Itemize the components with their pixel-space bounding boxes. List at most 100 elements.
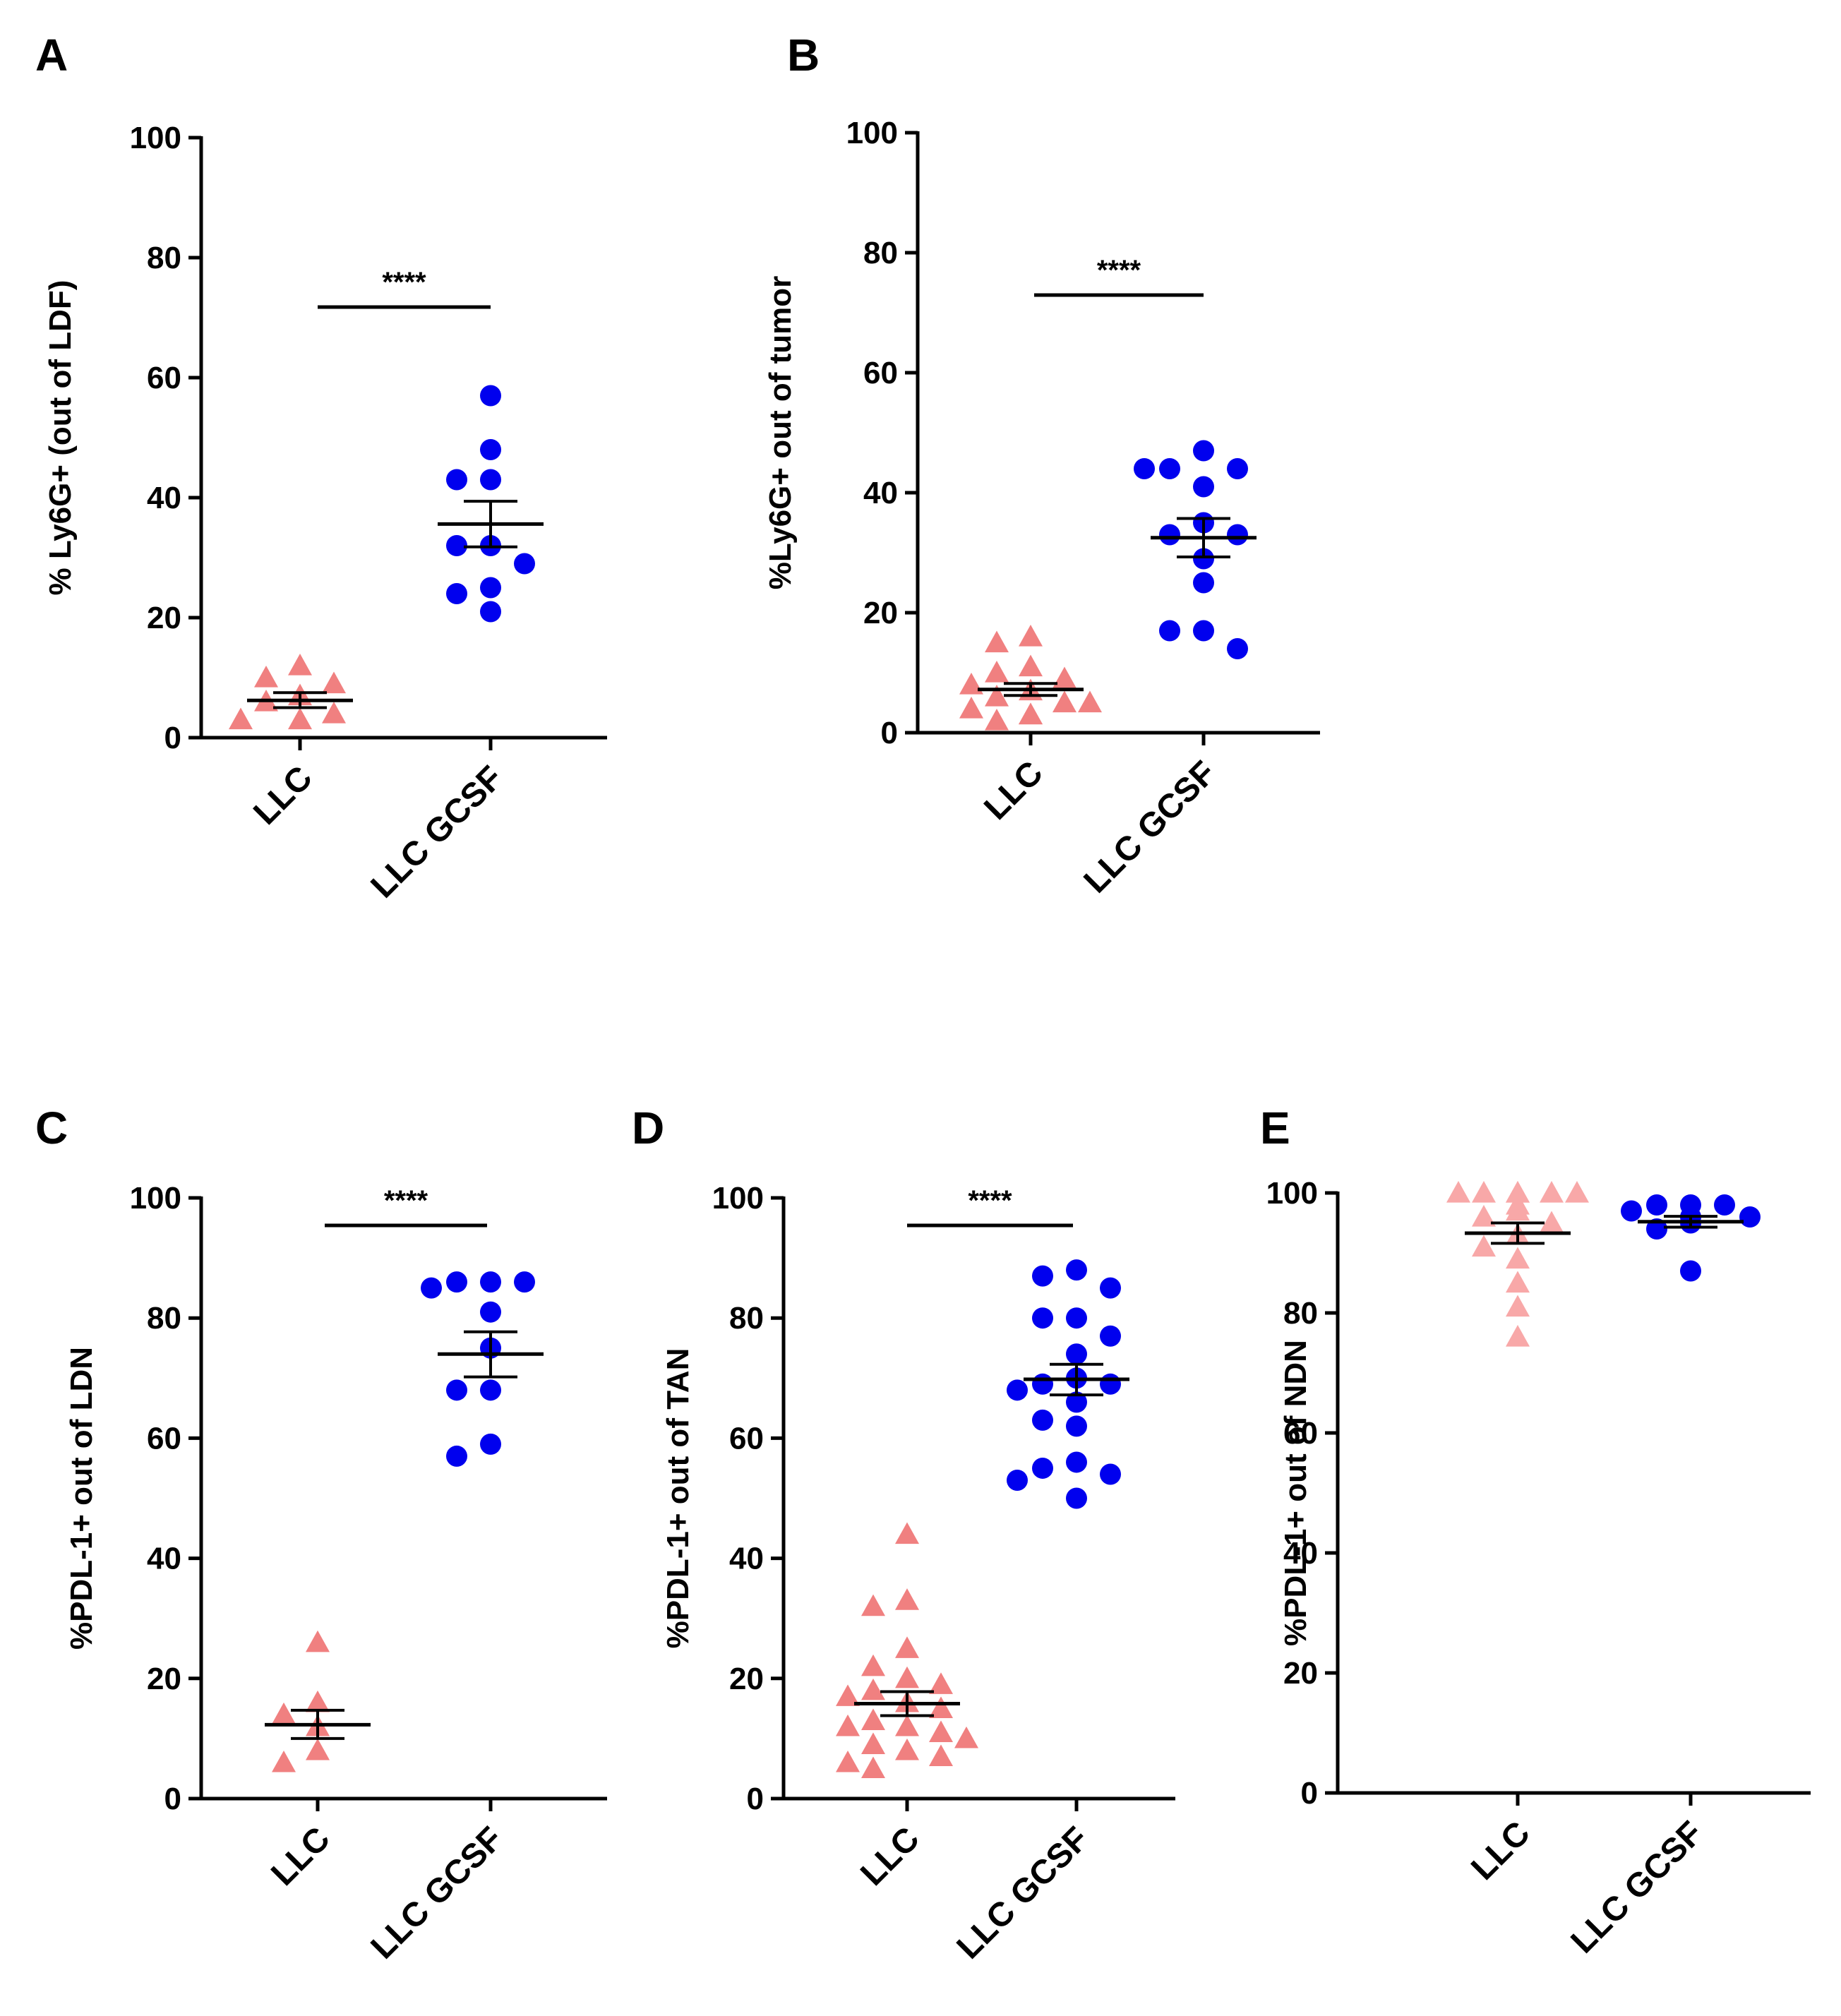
data-point-triangle	[861, 1732, 885, 1755]
data-point-circle	[1134, 458, 1155, 479]
data-point-circle	[480, 1433, 501, 1455]
significance-label: ****	[1097, 255, 1141, 286]
data-point-circle	[1100, 1463, 1121, 1485]
data-point-triangle	[1472, 1181, 1496, 1203]
data-point-circle	[446, 1271, 467, 1293]
y-tick-label: 100	[846, 116, 898, 150]
data-point-circle	[1159, 620, 1180, 642]
data-point-circle	[1066, 1343, 1087, 1365]
data-point-triangle	[985, 630, 1009, 653]
data-point-circle	[446, 1379, 467, 1401]
panel-letter: A	[35, 30, 68, 80]
data-point-circle	[1714, 1194, 1735, 1216]
data-point-triangle	[929, 1744, 953, 1767]
data-point-triangle	[954, 1726, 978, 1748]
y-tick-label: 20	[729, 1662, 764, 1696]
data-point-triangle	[861, 1678, 885, 1700]
panel-letter: B	[787, 30, 820, 80]
data-point-triangle	[1506, 1247, 1530, 1269]
data-point-triangle	[288, 707, 312, 730]
data-point-triangle	[929, 1720, 953, 1742]
y-tick-label: 80	[147, 241, 181, 275]
data-point-triangle	[895, 1714, 919, 1736]
y-axis-label: %PDL-1+ out of TAN	[661, 1348, 695, 1649]
data-point-triangle	[895, 1588, 919, 1610]
x-category-label: LLC	[977, 754, 1050, 827]
chart-panel-B: B 0 20 40 60 80 100 %Ly6G+ out of tumor LLC LLC G…	[763, 30, 1320, 900]
data-point-triangle	[836, 1750, 860, 1772]
y-tick-label: 0	[164, 1782, 181, 1816]
panel-letter: E	[1260, 1103, 1290, 1153]
data-point-triangle	[836, 1714, 860, 1736]
data-point-triangle	[272, 1702, 296, 1724]
y-tick-label: 60	[147, 1421, 181, 1456]
data-point-circle	[514, 553, 535, 575]
data-point-triangle	[322, 702, 346, 724]
data-point-triangle	[861, 1708, 885, 1730]
data-point-circle	[480, 385, 501, 407]
data-point-triangle	[861, 1594, 885, 1616]
data-point-triangle	[895, 1522, 919, 1544]
x-category-label: LLC GCSF	[950, 1820, 1096, 1966]
y-tick-label: 80	[729, 1301, 764, 1336]
data-point-triangle	[836, 1684, 860, 1706]
data-point-triangle	[322, 671, 346, 694]
data-point-circle	[446, 1445, 467, 1467]
data-point-circle	[1646, 1218, 1667, 1240]
y-tick-label: 100	[130, 1181, 181, 1216]
data-point-circle	[1227, 524, 1248, 546]
data-point-triangle	[959, 673, 983, 695]
data-point-circle	[1032, 1409, 1053, 1431]
data-point-triangle	[985, 709, 1009, 731]
data-point-triangle	[959, 697, 983, 719]
data-point-triangle	[929, 1696, 953, 1718]
data-point-circle	[446, 583, 467, 604]
data-point-circle	[1032, 1457, 1053, 1479]
data-point-circle	[1100, 1277, 1121, 1299]
data-point-circle	[1066, 1307, 1087, 1329]
data-point-triangle	[1506, 1295, 1530, 1317]
data-point-triangle	[1506, 1199, 1530, 1221]
data-point-triangle	[306, 1690, 330, 1712]
y-tick-label: 20	[147, 1662, 181, 1696]
data-point-triangle	[1540, 1211, 1564, 1233]
data-point-circle	[1739, 1206, 1761, 1228]
x-category-label: LLC	[1464, 1814, 1537, 1887]
x-category-label: LLC GCSF	[1564, 1814, 1710, 1960]
data-point-triangle	[1053, 666, 1077, 689]
y-tick-label: 40	[1283, 1536, 1318, 1571]
data-point-circle	[1680, 1260, 1701, 1282]
data-point-triangle	[272, 1750, 296, 1772]
data-point-circle	[480, 577, 501, 599]
y-tick-label: 20	[863, 596, 898, 630]
data-point-triangle	[1078, 690, 1102, 713]
data-point-circle	[1227, 458, 1248, 479]
panel-letter: C	[35, 1103, 68, 1153]
chart-panel-A: A 0 20 40 60 80 100 % Ly6G+ (out of LDF) LLC LLC …	[35, 30, 607, 905]
data-point-circle	[514, 1271, 535, 1293]
data-point-circle	[1159, 458, 1180, 479]
chart-panel-E: E 0 20 40 60 80 100 %PDL-1+ out of NDN LLC LLC GC…	[1260, 1103, 1811, 1960]
data-point-triangle	[1506, 1325, 1530, 1347]
data-point-triangle	[1019, 654, 1043, 677]
data-point-circle	[1007, 1469, 1028, 1491]
data-point-triangle	[929, 1672, 953, 1694]
data-point-circle	[480, 1301, 501, 1323]
y-tick-label: 100	[712, 1181, 764, 1216]
x-category-label: LLC	[246, 759, 319, 832]
data-point-circle	[1032, 1307, 1053, 1329]
x-category-label: LLC	[853, 1820, 926, 1892]
data-point-circle	[1621, 1200, 1642, 1222]
data-point-circle	[1066, 1259, 1087, 1281]
y-tick-label: 0	[747, 1782, 764, 1816]
data-point-triangle	[1053, 690, 1077, 713]
data-point-circle	[480, 439, 501, 460]
y-tick-label: 100	[130, 121, 181, 155]
y-tick-label: 40	[147, 1542, 181, 1576]
y-tick-label: 40	[863, 476, 898, 510]
significance-label: ****	[968, 1185, 1012, 1216]
data-point-triangle	[229, 707, 253, 730]
data-point-circle	[446, 469, 467, 491]
data-point-circle	[1066, 1391, 1087, 1413]
y-tick-label: 0	[881, 716, 898, 750]
